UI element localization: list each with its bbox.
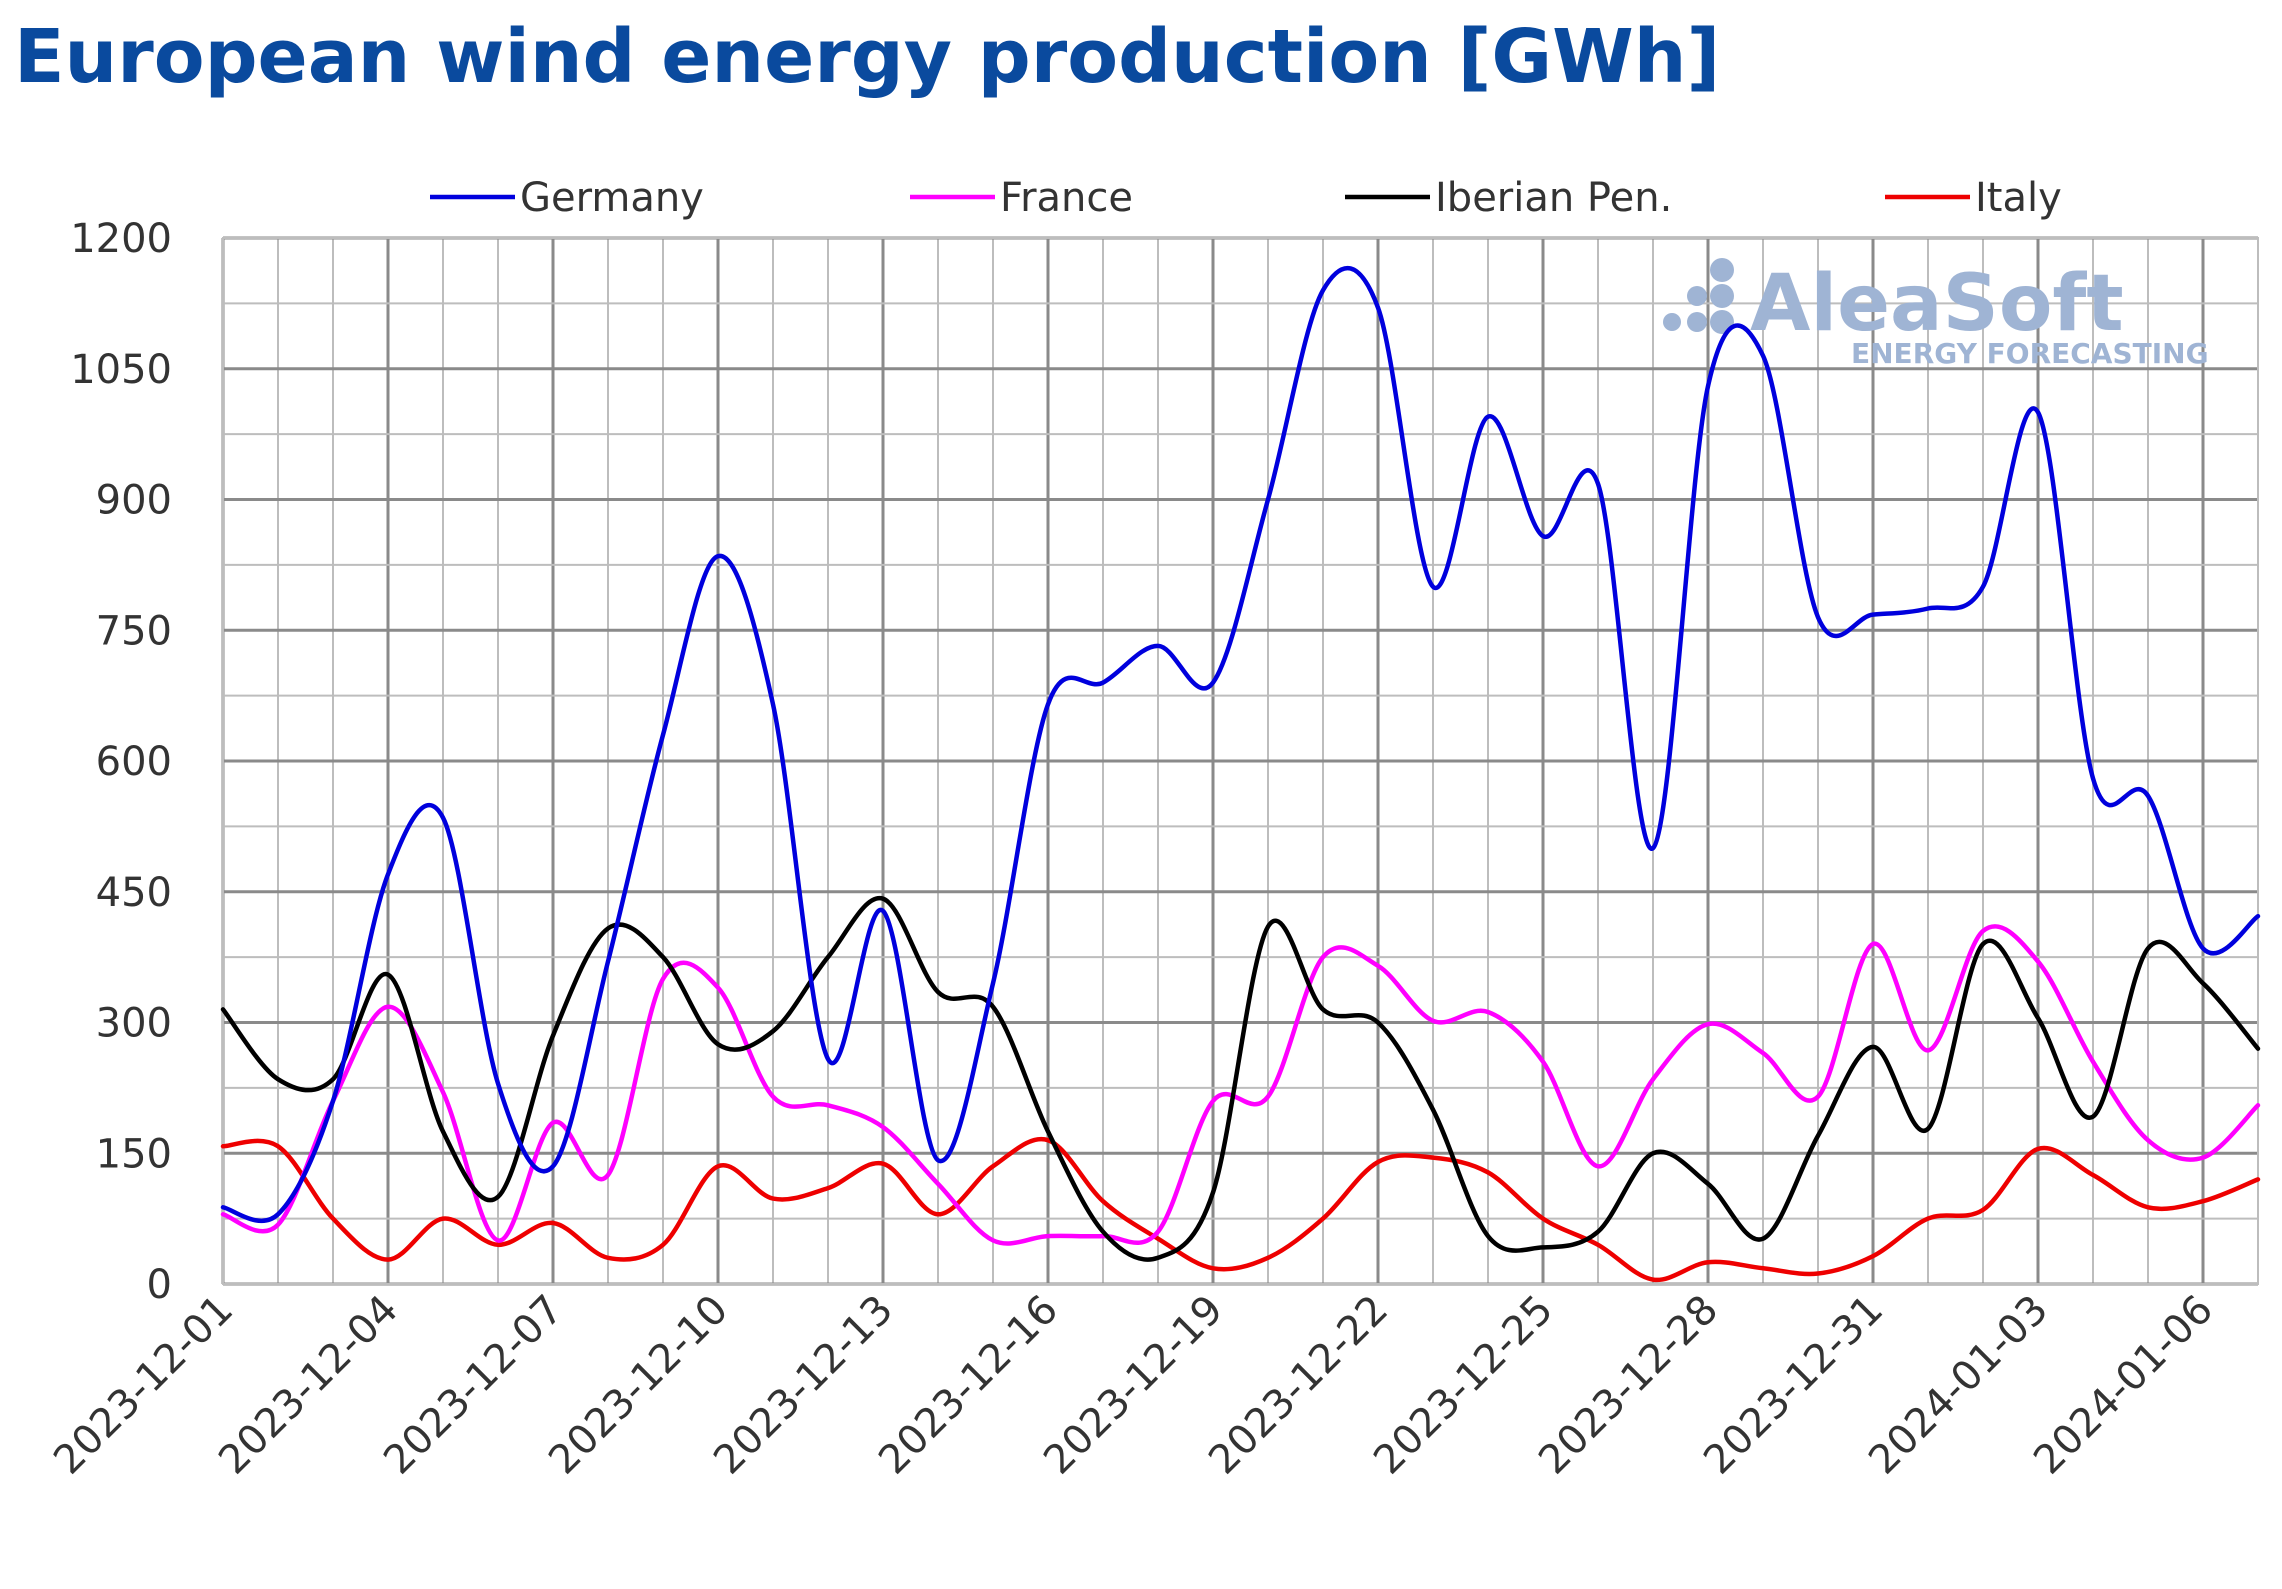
- logo-dot: [1687, 312, 1707, 332]
- logo-dot: [1710, 284, 1734, 308]
- logo-dot: [1663, 313, 1681, 331]
- legend-item-france: France: [910, 175, 1133, 221]
- plot-area-border: [222, 237, 2259, 1285]
- y-axis: 0 150 300 450 600 750 900 1050 1200: [70, 216, 172, 1308]
- logo-dot: [1710, 258, 1734, 282]
- y-tick-label: 750: [96, 608, 172, 654]
- legend-label: France: [1000, 175, 1133, 221]
- chart-grid: [221, 236, 2259, 1286]
- watermark-brand: AleaSoft: [1750, 259, 2124, 349]
- series-line-germany: [220, 265, 2261, 1223]
- legend-item-italy: Italy: [1885, 175, 2062, 221]
- series-line-france: [220, 924, 2261, 1246]
- y-tick-label: 0: [147, 1262, 172, 1308]
- x-tick-label: 2024-01-06: [2025, 1287, 2222, 1484]
- legend-label: Germany: [520, 175, 704, 221]
- y-tick-label: 600: [96, 739, 172, 785]
- chart-legend: Germany France Iberian Pen. Italy: [430, 175, 2062, 221]
- y-tick-label: 300: [96, 1001, 172, 1047]
- legend-label: Iberian Pen.: [1435, 175, 1672, 221]
- watermark-tagline: ENERGY FORECASTING: [1851, 337, 2209, 370]
- legend-label: Italy: [1975, 175, 2062, 221]
- y-tick-label: 900: [96, 478, 172, 524]
- legend-item-germany: Germany: [430, 175, 704, 221]
- y-tick-label: 1200: [70, 216, 172, 262]
- series-line-italy: [220, 1136, 2261, 1283]
- y-tick-label: 1050: [70, 347, 172, 393]
- series-line-iberian-pen: [220, 896, 2261, 1262]
- chart-series: [220, 265, 2261, 1283]
- chart-title: European wind energy production [GWh]: [14, 14, 1721, 100]
- logo-dot: [1687, 286, 1707, 306]
- watermark: AleaSoft ENERGY FORECASTING: [1663, 258, 2209, 370]
- aleasoft-logo-icon: [1663, 258, 1734, 334]
- y-tick-label: 450: [96, 870, 172, 916]
- legend-item-iberian-pen: Iberian Pen.: [1345, 175, 1672, 221]
- y-tick-label: 150: [96, 1131, 172, 1177]
- x-axis: 2023-12-012023-12-042023-12-072023-12-10…: [45, 1287, 2222, 1484]
